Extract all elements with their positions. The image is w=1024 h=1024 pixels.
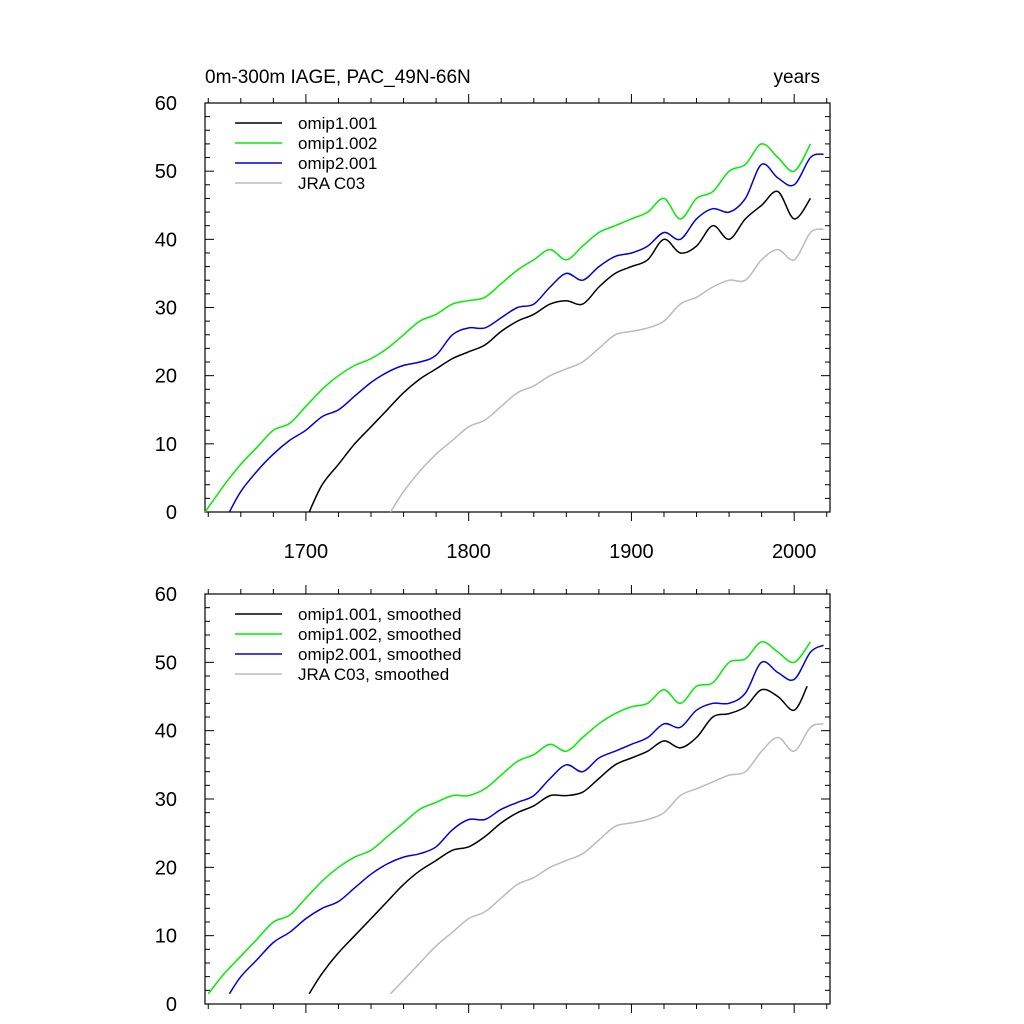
legend-label: omip2.001	[298, 154, 377, 173]
y-tick-label: 20	[155, 366, 177, 388]
series-line-omip2-001	[228, 153, 824, 513]
x-tick-label: 1800	[446, 541, 491, 563]
x-tick-label: 2000	[772, 541, 817, 563]
series-line-omip1-002	[204, 143, 812, 513]
x-tick-label: 1900	[609, 541, 654, 563]
legend-label: omip1.002	[298, 134, 377, 153]
series-line-jra-c03-smoothed	[389, 723, 824, 995]
y-tick-label: 50	[155, 652, 177, 674]
y-tick-label: 10	[155, 434, 177, 456]
legend-label: JRA C03	[298, 174, 365, 193]
series-line-omip2-001-smoothed	[228, 644, 824, 995]
legend-label: JRA C03, smoothed	[298, 665, 449, 684]
legend-label: omip1.001, smoothed	[298, 605, 462, 624]
bottom-panel: 0 10 20 30 40 50 60 omip1.001, smoothedomip1.00…	[155, 584, 831, 1016]
y-tick-label: 30	[155, 789, 177, 811]
y-tick-label: 10	[155, 926, 177, 948]
y-tick-label: 20	[155, 857, 177, 879]
y-tick-label: 30	[155, 298, 177, 320]
chart-title-units: years	[774, 67, 820, 88]
series-line-omip1-001	[308, 190, 812, 513]
series-line-omip1-001-smoothed	[308, 685, 808, 995]
y-tick-label: 40	[155, 229, 177, 251]
chart-title-left: 0m-300m IAGE, PAC_49N-66N	[205, 67, 471, 88]
legend-label: omip2.001, smoothed	[298, 645, 462, 664]
legend-label: omip1.001	[298, 114, 377, 133]
y-tick-label: 0	[166, 502, 177, 524]
x-tick-label: 1700	[284, 541, 329, 563]
legend-label: omip1.002, smoothed	[298, 625, 462, 644]
series-line-jra-c03	[389, 228, 824, 513]
series-line-omip1-002-smoothed	[207, 641, 812, 995]
y-tick-label: 0	[166, 994, 177, 1016]
y-tick-label: 60	[155, 93, 177, 115]
y-tick-label: 50	[155, 161, 177, 183]
y-tick-label: 40	[155, 721, 177, 743]
y-tick-label: 60	[155, 584, 177, 606]
